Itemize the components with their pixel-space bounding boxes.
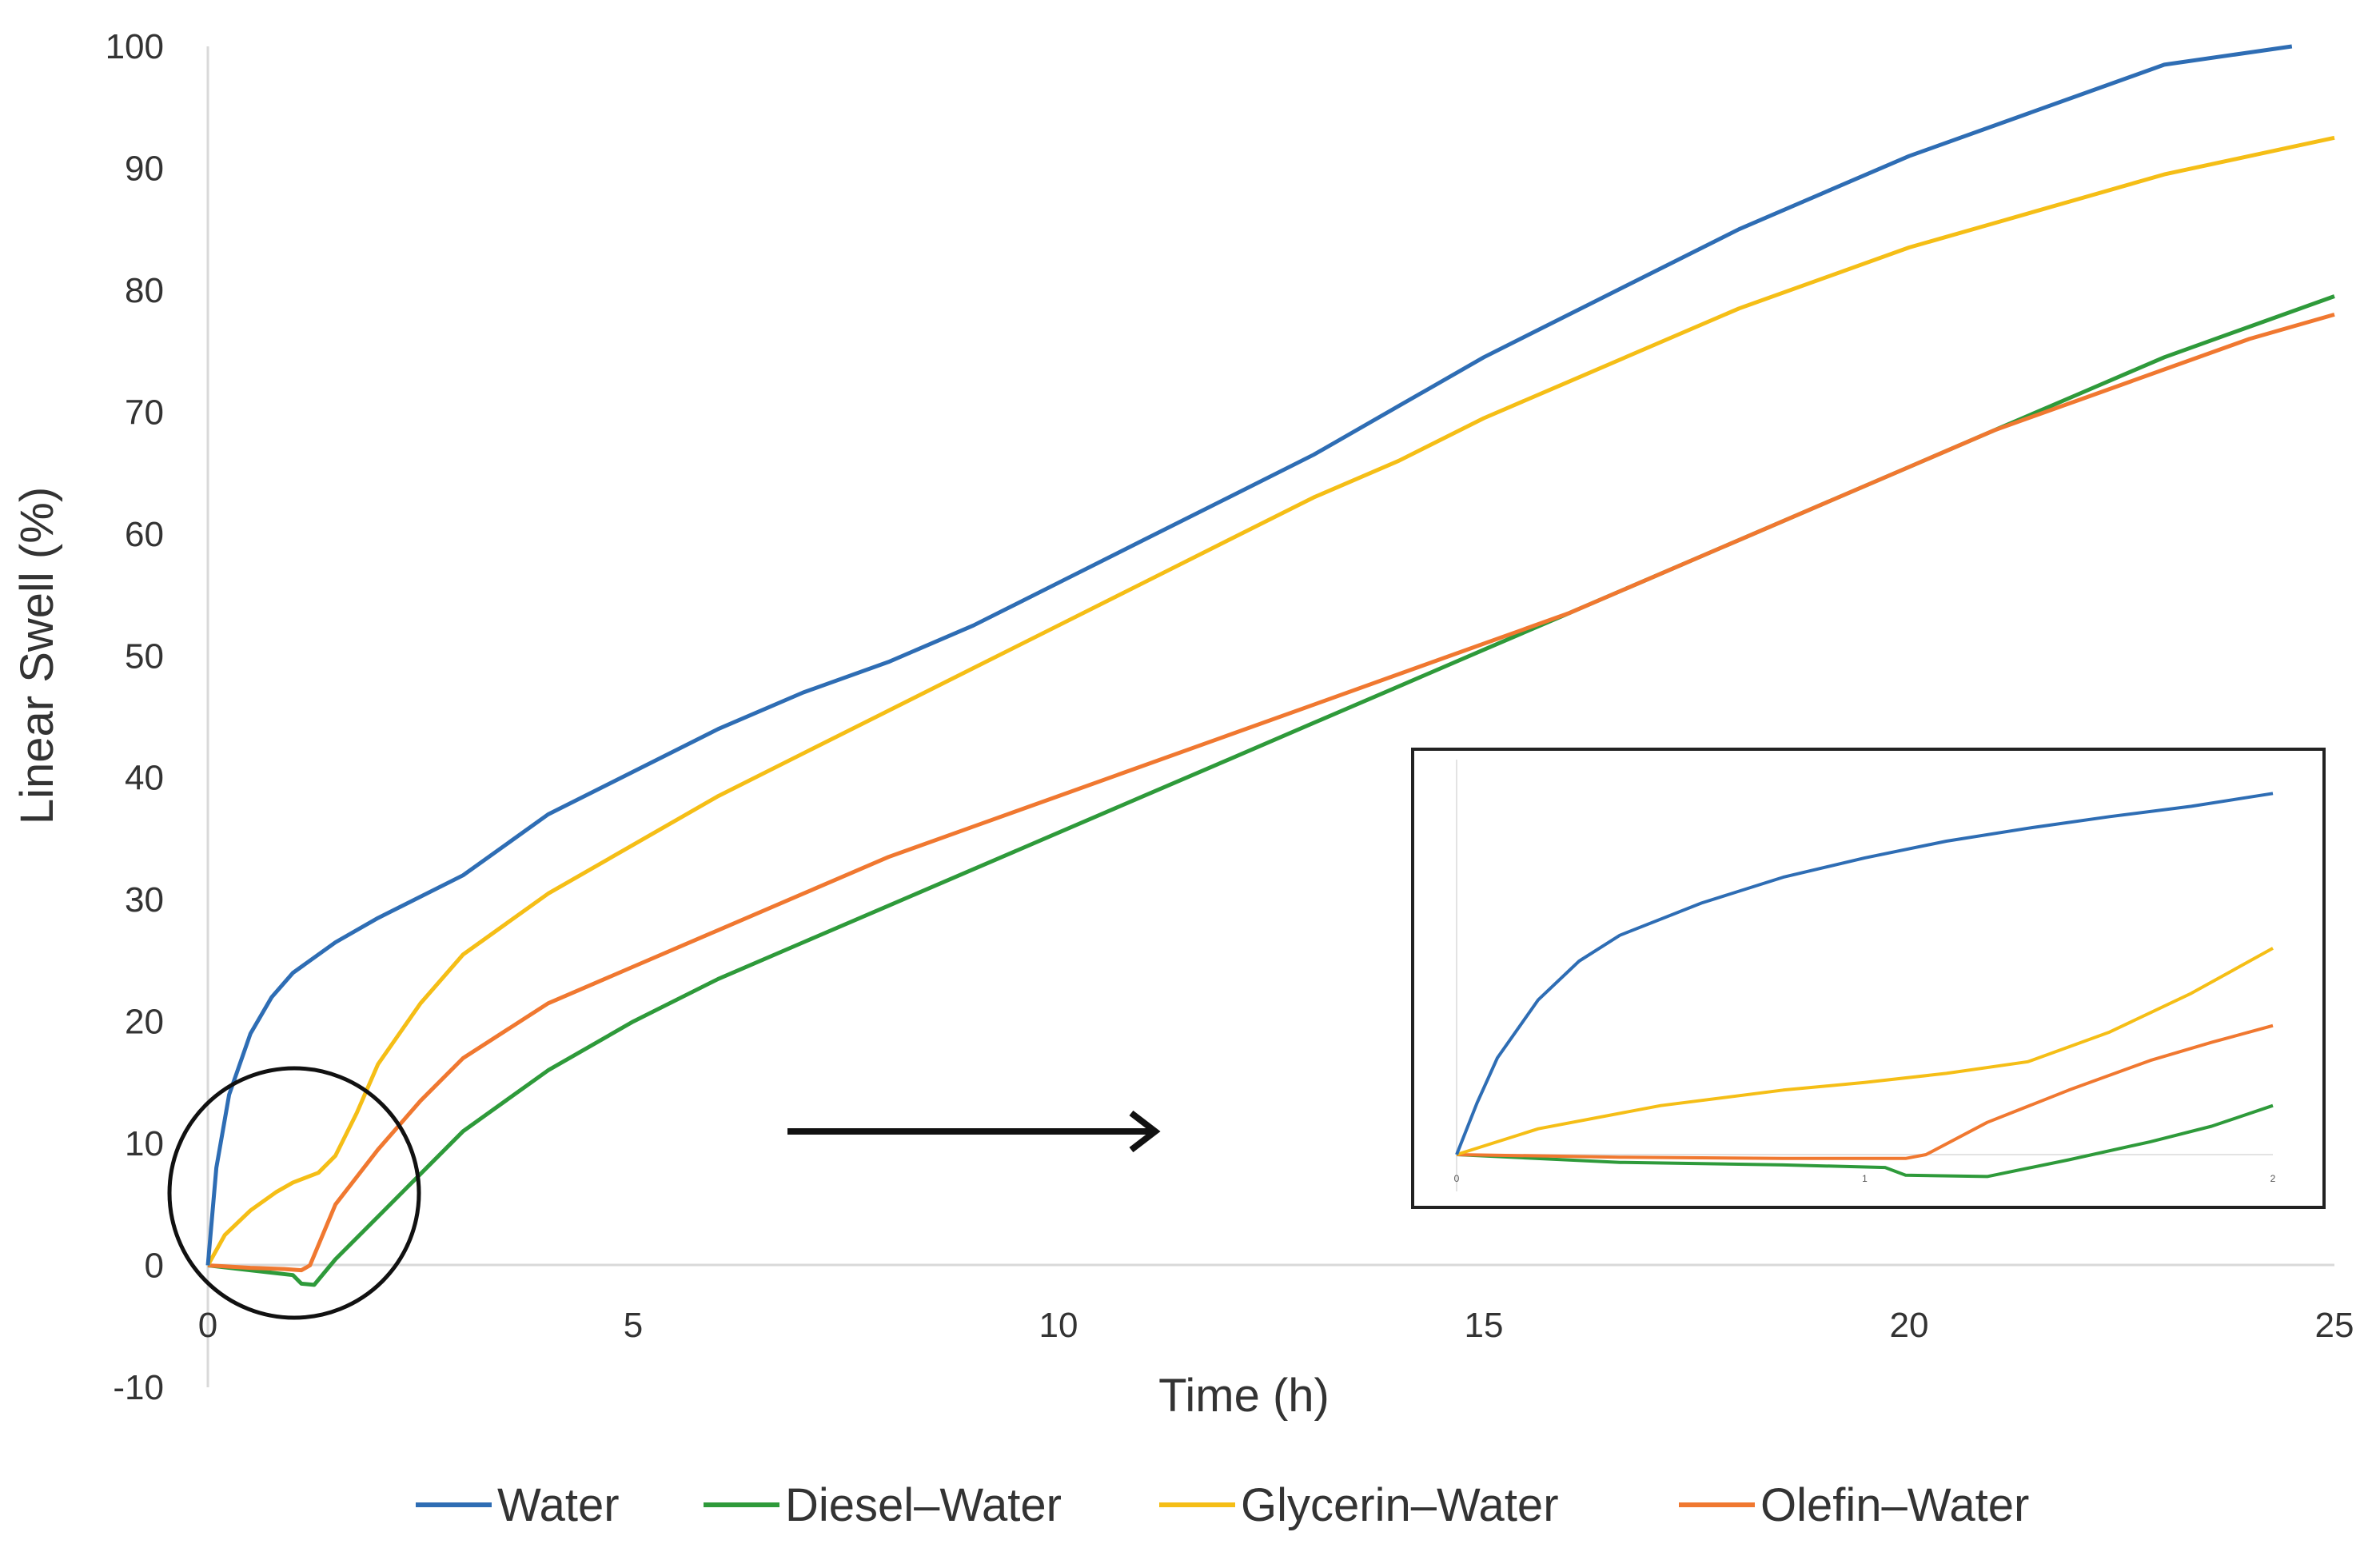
y-tick-label: -10 xyxy=(113,1368,164,1407)
y-tick-labels: -10 0 10 20 30 40 50 60 70 80 90 100 xyxy=(106,27,164,1407)
y-tick-label: 70 xyxy=(125,393,164,432)
y-tick-label: 100 xyxy=(106,27,164,66)
inset-x-tick-label: 1 xyxy=(1862,1173,1868,1184)
y-tick-label: 40 xyxy=(125,759,164,798)
x-tick-label: 10 xyxy=(1039,1306,1078,1345)
series-lines xyxy=(205,44,2335,1287)
x-tick-label: 0 xyxy=(198,1306,217,1345)
axes xyxy=(206,46,2334,1387)
inset-series-lines xyxy=(1455,792,2274,1179)
y-tick-label: 0 xyxy=(145,1247,164,1286)
y-tick-label: 20 xyxy=(125,1003,164,1042)
x-tick-label: 20 xyxy=(1890,1306,1929,1345)
y-tick-label: 90 xyxy=(125,149,164,188)
x-tick-label: 15 xyxy=(1465,1306,1504,1345)
x-axis-title: Time (h) xyxy=(1158,1370,1330,1422)
x-tick-label: 25 xyxy=(2315,1306,2354,1345)
arrow-icon xyxy=(787,1110,1161,1153)
series-line-olefin-water xyxy=(207,312,2335,1273)
legend-label: Glycerin–Water xyxy=(1241,1479,1559,1531)
inset-series-line xyxy=(1456,1103,2274,1179)
y-axis-title: Linear Swell (%) xyxy=(11,487,63,824)
inset-tick-labels: 0 1 2 xyxy=(1454,1173,2276,1184)
y-tick-label: 30 xyxy=(125,880,164,920)
y-tick-label: 60 xyxy=(125,515,164,554)
inset-series-line xyxy=(1456,947,2274,1156)
legend-label: Diesel–Water xyxy=(785,1479,1062,1531)
y-tick-label: 80 xyxy=(125,271,164,310)
zoom-highlight-circle xyxy=(167,1066,421,1320)
inset-series-line xyxy=(1456,1023,2274,1160)
y-tick-label: 10 xyxy=(125,1124,164,1163)
x-tick-labels: 0 5 10 15 20 25 xyxy=(198,1306,2354,1345)
series-line-glycerin-water xyxy=(205,135,2335,1267)
x-tick-label: 5 xyxy=(624,1306,643,1345)
legend-label: Water xyxy=(497,1479,620,1531)
inset-x-tick-label: 2 xyxy=(2270,1173,2276,1184)
series-line-water xyxy=(205,44,2293,1266)
inset-zoom-panel: 0 1 2 xyxy=(1411,748,2326,1209)
y-tick-label: 50 xyxy=(125,636,164,676)
inset-x-tick-label: 0 xyxy=(1454,1173,1460,1184)
legend: Water Diesel–Water Glycerin–Water Olefin–Wa… xyxy=(416,1479,2029,1531)
legend-label: Olefin–Water xyxy=(1760,1479,2029,1531)
inset-series-line xyxy=(1455,792,2274,1155)
